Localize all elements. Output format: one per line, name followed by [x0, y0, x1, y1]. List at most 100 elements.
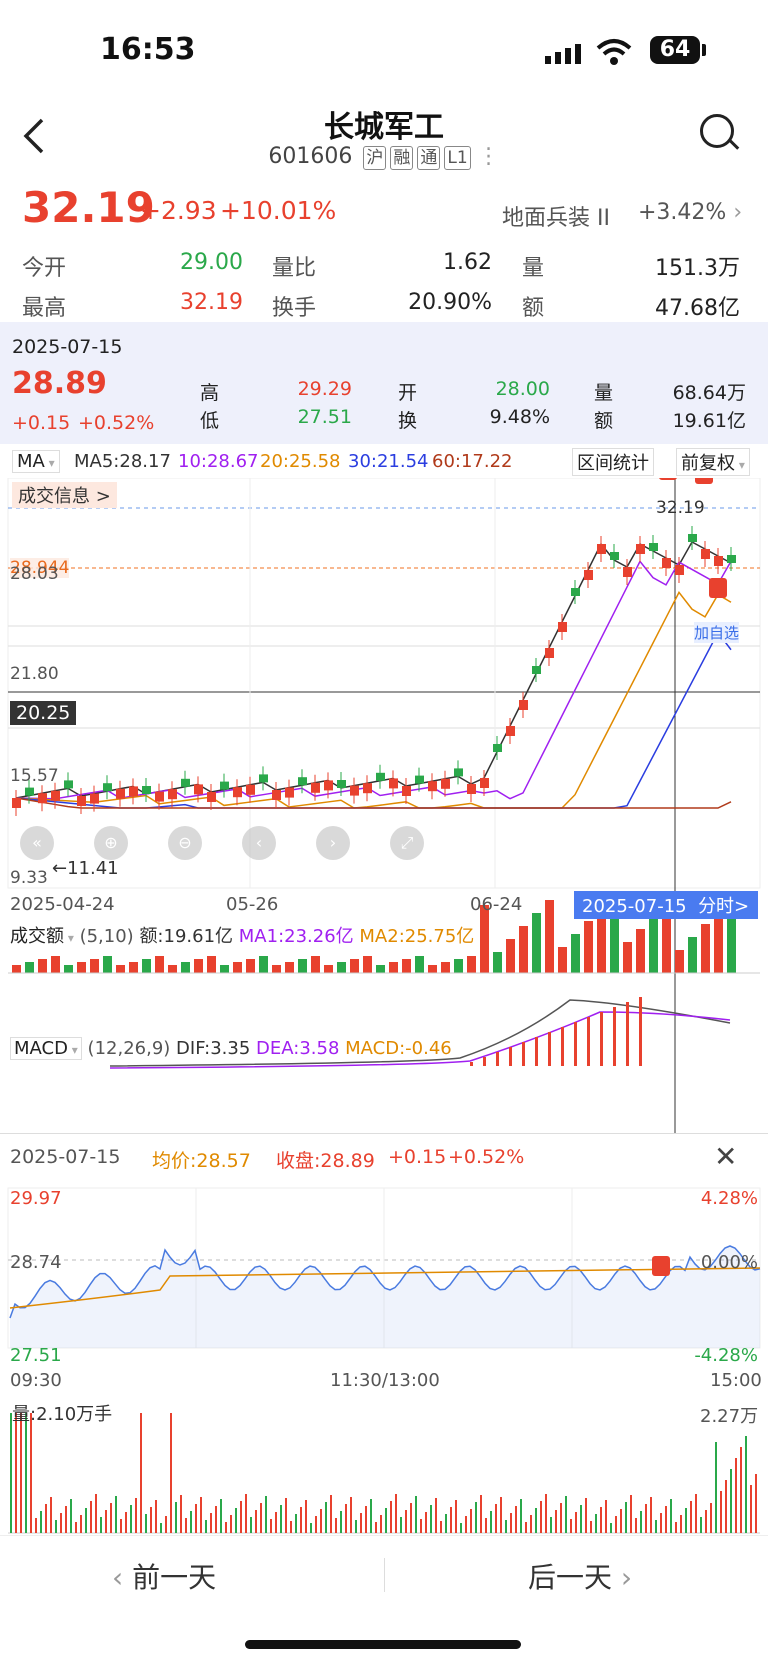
volume-ma1: MA1:23.26亿	[238, 926, 354, 947]
volume-bar	[298, 959, 307, 973]
intraday-vol-bar	[155, 1500, 157, 1533]
intraday-vol-bar	[330, 1495, 332, 1533]
intraday-vol-bar	[345, 1504, 347, 1533]
open-value: 29.00	[180, 250, 243, 275]
candle-body	[675, 565, 684, 575]
intraday-vol-bar	[425, 1512, 427, 1533]
volume-bar	[480, 905, 489, 973]
sector-change[interactable]: +3.42% ›	[638, 200, 742, 225]
x-label-1: 05-26	[226, 894, 279, 915]
ma10-value: 10:28.67	[178, 451, 259, 472]
volume-bar	[493, 952, 502, 973]
volume-bar	[623, 942, 632, 973]
zoom-out-icon[interactable]: ⊖	[168, 826, 202, 860]
volume-bar	[558, 947, 567, 973]
candle-body	[337, 780, 346, 788]
signal-icon	[545, 44, 585, 64]
intraday-vol-bar	[610, 1523, 612, 1533]
high-label: 最高	[22, 296, 67, 321]
search-icon[interactable]	[700, 114, 734, 148]
prev-day-button[interactable]: ‹ 前一天	[112, 1556, 216, 1596]
y-label-0: 28.944	[10, 558, 70, 578]
intraday-vol-bar	[620, 1509, 622, 1533]
price-change: +2.93	[140, 196, 217, 225]
intraday-vol-bar	[460, 1523, 462, 1533]
zoom-in-icon[interactable]: ⊕	[94, 826, 128, 860]
trade-info-button[interactable]: 成交信息 >	[12, 482, 117, 508]
volume-bar	[142, 959, 151, 973]
ma-type-select[interactable]: MA ▾	[12, 450, 60, 473]
candles	[12, 478, 736, 816]
intraday-vol-bar	[640, 1511, 642, 1533]
intraday-vol-bar	[50, 1497, 52, 1533]
fullscreen-icon[interactable]: ⤢	[390, 826, 424, 860]
back-icon[interactable]	[22, 116, 46, 166]
intraday-vol-bar	[755, 1474, 757, 1533]
intraday-y-bot: 27.51	[10, 1345, 62, 1366]
adjust-select[interactable]: 前复权 ▾	[676, 448, 750, 476]
candle-body	[610, 552, 619, 560]
intraday-vol-bar	[180, 1495, 182, 1533]
day-change-pct: +0.52%	[78, 412, 155, 434]
intraday-vol-bar	[45, 1504, 47, 1533]
volume-bar	[207, 956, 216, 973]
volume-bar	[415, 956, 424, 973]
y-label-3: 15.57	[10, 766, 59, 786]
add-watchlist-label[interactable]: 加自选	[694, 622, 740, 643]
volume-bar	[402, 959, 411, 973]
intraday-vol-bar	[705, 1510, 707, 1533]
intraday-button[interactable]: 分时>	[698, 896, 750, 917]
close-icon[interactable]: ✕	[714, 1140, 738, 1173]
intraday-vol-bar	[75, 1522, 77, 1533]
day-amt: 19.61亿	[672, 410, 746, 432]
volume-bar	[610, 895, 619, 973]
intraday-vol-bar	[515, 1506, 517, 1533]
intraday-vol-bar	[95, 1494, 97, 1533]
candle-body	[558, 622, 567, 632]
range-stats-button[interactable]: 区间统计	[572, 448, 654, 476]
macd-dea: DEA:3.58	[256, 1038, 340, 1059]
volume-bar	[363, 956, 372, 973]
intraday-y-mid: 28.74	[10, 1252, 62, 1273]
intraday-vol-bar	[105, 1510, 107, 1533]
sector-name[interactable]: 地面兵装 II	[502, 206, 610, 231]
macd-type-select[interactable]: MACD ▾	[10, 1037, 82, 1060]
more-icon[interactable]: ⋮	[477, 144, 500, 169]
intraday-vol-bar	[745, 1436, 747, 1533]
intraday-vol-bar	[270, 1519, 272, 1533]
intraday-vol-bar	[210, 1513, 212, 1533]
candle-body	[402, 786, 411, 796]
candle-body	[441, 778, 450, 789]
volume-bars	[8, 895, 760, 974]
intraday-vol-bar	[490, 1511, 492, 1533]
intraday-vol-bar	[560, 1503, 562, 1533]
kline-frame	[7, 478, 761, 889]
next-day-button[interactable]: 后一天 ›	[528, 1556, 632, 1596]
intraday-vol-bar	[465, 1516, 467, 1533]
candle-body	[181, 778, 190, 787]
volume-type-select[interactable]: 成交额 ▾	[10, 926, 74, 947]
ratio-label: 量比	[272, 256, 317, 281]
volume-bar	[545, 900, 554, 973]
volume-bar	[103, 956, 112, 973]
day-low-label: 低	[200, 410, 220, 432]
ma5-value: MA5:28.17	[74, 451, 171, 472]
intraday-vol-bar	[495, 1504, 497, 1533]
scroll-left-fast-icon[interactable]: «	[20, 826, 54, 860]
candle-body	[363, 783, 372, 794]
selected-date-badge[interactable]: 2025-07-15 分时>	[574, 891, 758, 919]
scroll-right-icon[interactable]: ›	[316, 826, 350, 860]
intraday-vol-bar	[240, 1501, 242, 1533]
volume-amt: 额:19.61亿	[139, 926, 234, 947]
chevron-left-icon: ‹	[112, 1561, 133, 1594]
volume-bar	[506, 939, 515, 973]
candle-body	[12, 798, 21, 808]
macd-bar	[561, 1027, 564, 1066]
open-label: 今开	[22, 256, 67, 281]
volume-bar	[311, 956, 320, 973]
day-high: 29.29	[297, 378, 352, 400]
caret-down-icon: ▾	[67, 1043, 78, 1057]
intraday-vol-bar	[505, 1520, 507, 1533]
scroll-left-icon[interactable]: ‹	[242, 826, 276, 860]
intraday-vol-bar	[670, 1499, 672, 1533]
